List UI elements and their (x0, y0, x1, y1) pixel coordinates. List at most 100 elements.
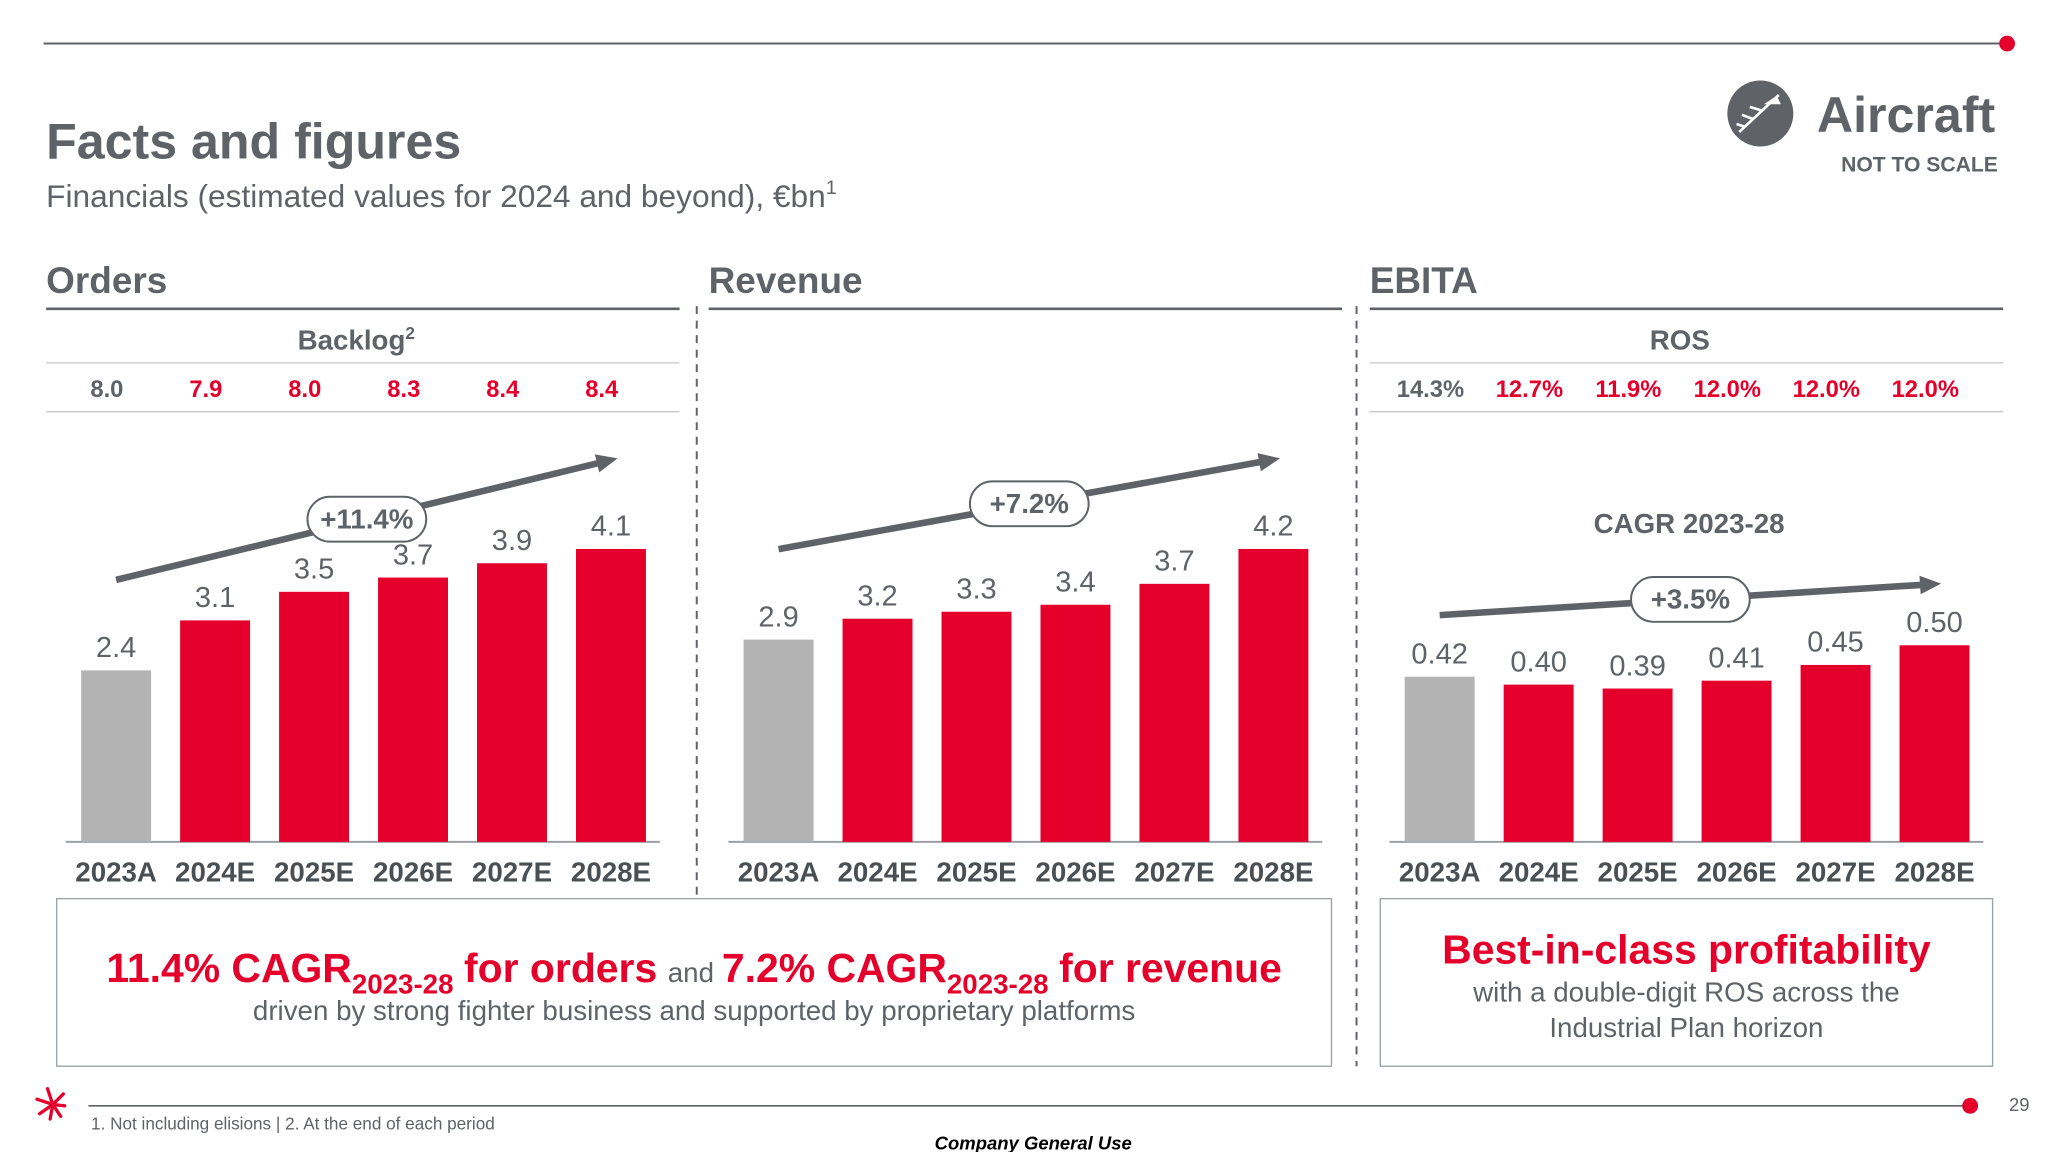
value-label: 3.2 (857, 581, 897, 613)
callout-part: for orders (464, 945, 657, 991)
table-value: 8.4 (585, 376, 619, 403)
table-value: 8.4 (486, 376, 520, 403)
table-value: 8.0 (288, 376, 321, 403)
value-label: 2.9 (758, 601, 798, 633)
table-value: 8.0 (90, 376, 123, 403)
subtitle-text: Financials (estimated values for 2024 an… (46, 178, 826, 214)
bar (180, 620, 251, 842)
callout-headline: Best-in-class profitability (1442, 926, 1931, 972)
callout-headline: 11.4% CAGR2023-28 for orders and 7.2% CAGR2… (106, 945, 1281, 1000)
arrow-head (1257, 453, 1280, 472)
value-label: 0.39 (1609, 650, 1665, 682)
x-tick-label: 2026E (373, 856, 453, 887)
callout-text: with a double-digit ROS across the (1472, 977, 1900, 1008)
value-label: 3.9 (492, 525, 532, 557)
value-label: 0.41 (1708, 642, 1764, 674)
table-value: 11.9% (1595, 376, 1661, 403)
trend-pill (306, 495, 428, 543)
table-value: 12.0% (1793, 376, 1860, 403)
arrow-head (1919, 575, 1942, 595)
table-title-text: ROS (1650, 325, 1710, 356)
callout-box (56, 897, 1333, 1067)
x-tick-label: 2027E (472, 856, 552, 887)
panel-title: Orders (46, 260, 167, 301)
callout-box (1379, 897, 1994, 1067)
value-label: 3.5 (294, 554, 334, 586)
table-title: Backlog2 (298, 323, 415, 356)
bar (576, 548, 646, 842)
bar (477, 563, 547, 842)
footer-logo (35, 1087, 67, 1121)
callout-text: Industrial Plan horizon (1549, 1012, 1823, 1043)
plane-glyph (1736, 94, 1781, 133)
x-tick-label: 2027E (1134, 856, 1214, 887)
x-tick-label: 2028E (571, 856, 651, 887)
arrow-head (594, 454, 618, 473)
value-label: 3.7 (1154, 546, 1194, 578)
table-value: 7.9 (189, 376, 222, 403)
value-label: 0.45 (1807, 627, 1863, 659)
callout-part: and (668, 957, 714, 988)
table-title: ROS (1650, 325, 1710, 356)
x-tick-label: 2023A (738, 856, 820, 887)
callout-part: for revenue (1059, 945, 1282, 991)
bar (1800, 664, 1871, 842)
chart-subtitle: CAGR 2023-28 (1594, 508, 1785, 539)
callout-text: driven by strong fighter business and su… (253, 995, 1135, 1026)
x-tick-label: 2026E (1035, 856, 1115, 887)
panel-title: EBITA (1370, 260, 1478, 301)
x-tick-label: 2026E (1697, 856, 1777, 887)
subtitle: Financials (estimated values for 2024 an… (46, 177, 837, 214)
x-tick-label: 2024E (1499, 856, 1579, 887)
x-tick-label: 2028E (1894, 856, 1974, 887)
bar (1701, 680, 1772, 842)
value-label: 0.50 (1906, 607, 1962, 639)
bar (1899, 645, 1970, 842)
callout-part: 7.2% CAGR (722, 945, 947, 991)
x-tick-label: 2025E (274, 856, 354, 887)
trend-pill (1630, 575, 1751, 623)
value-label: 3.7 (393, 539, 433, 571)
table-value: 12.0% (1892, 376, 1959, 403)
x-tick-label: 2025E (936, 856, 1016, 887)
table-value: 12.7% (1496, 376, 1563, 403)
brand: Aircraft (1817, 87, 1996, 143)
footnote-ref: 1 (826, 177, 837, 199)
value-label: 3.4 (1055, 567, 1095, 599)
panel-title: Revenue (709, 260, 863, 301)
table-title-text: Backlog (298, 325, 406, 356)
x-tick-label: 2024E (837, 856, 917, 887)
x-tick-label: 2024E (175, 856, 255, 887)
bar (1404, 676, 1475, 842)
bar (1503, 684, 1574, 842)
bar (1139, 583, 1210, 842)
x-tick-label: 2025E (1598, 856, 1678, 887)
table-value: 14.3% (1397, 376, 1464, 403)
value-label: 4.1 (591, 511, 631, 543)
trend-pill (968, 480, 1090, 528)
x-tick-label: 2028E (1233, 856, 1313, 887)
trend-label: +7.2% (990, 488, 1069, 519)
classification: Company General Use (935, 1132, 1132, 1152)
x-tick-label: 2023A (1399, 856, 1481, 887)
x-tick-label: 2023A (75, 856, 157, 887)
brand-note: NOT TO SCALE (1841, 154, 1998, 177)
bar (1602, 688, 1673, 842)
value-label: 2.4 (96, 632, 136, 664)
bar (941, 611, 1012, 842)
callout-sub: 2023-28 (352, 969, 454, 1000)
title: Facts and figures (46, 113, 461, 169)
page-number: 29 (2009, 1094, 2030, 1115)
footnote-ref: 2 (405, 323, 415, 343)
value-label: 3.3 (956, 574, 996, 606)
value-label: 3.1 (195, 582, 235, 614)
footnote: 1. Not including elisions | 2. At the en… (91, 1114, 495, 1134)
callout-part: 11.4% CAGR (106, 945, 351, 991)
value-label: 0.42 (1411, 639, 1467, 671)
x-tick-label: 2027E (1795, 856, 1875, 887)
trend-label: +3.5% (1651, 584, 1730, 615)
table-value: 8.3 (387, 376, 420, 403)
rule-dot (1962, 1097, 1979, 1114)
trend-label: +11.4% (320, 503, 413, 534)
